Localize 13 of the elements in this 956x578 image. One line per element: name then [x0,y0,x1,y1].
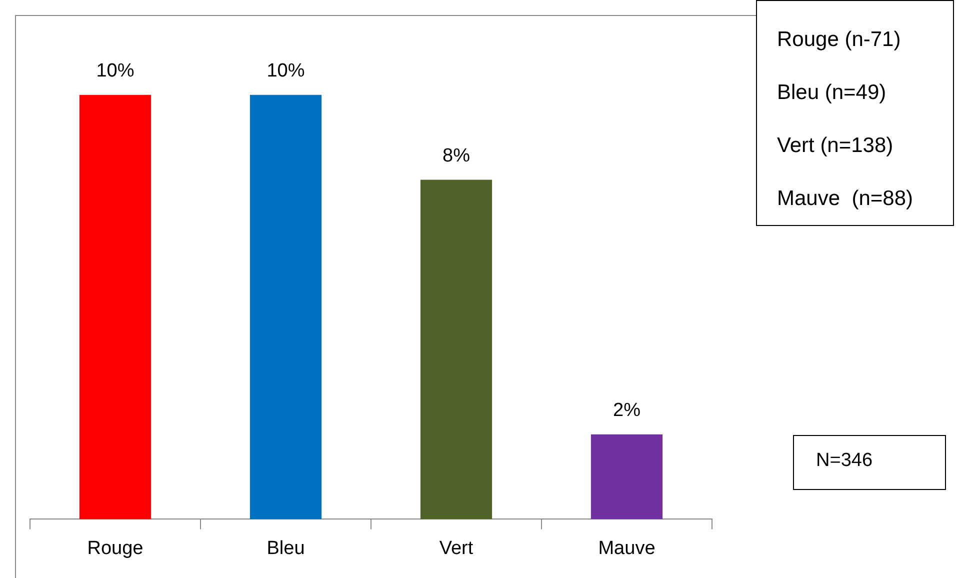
x-tick-label: Rouge [87,538,144,559]
x-tick-label: Vert [439,538,474,559]
text: Bleu (n=49) [777,80,888,106]
data-label: 10% [266,60,305,82]
text: Vert (n=138) [777,133,894,159]
text: Rouge (n-71) [777,27,902,53]
data-label: 8% [442,145,470,166]
x-tick-label: Mauve [598,538,656,559]
data-label: 2% [613,400,641,422]
data-label: 10% [96,60,134,82]
x-tick-label: Bleu [266,538,305,559]
text: Mauve (n=88) [777,186,914,212]
text: N=346 [793,435,946,490]
